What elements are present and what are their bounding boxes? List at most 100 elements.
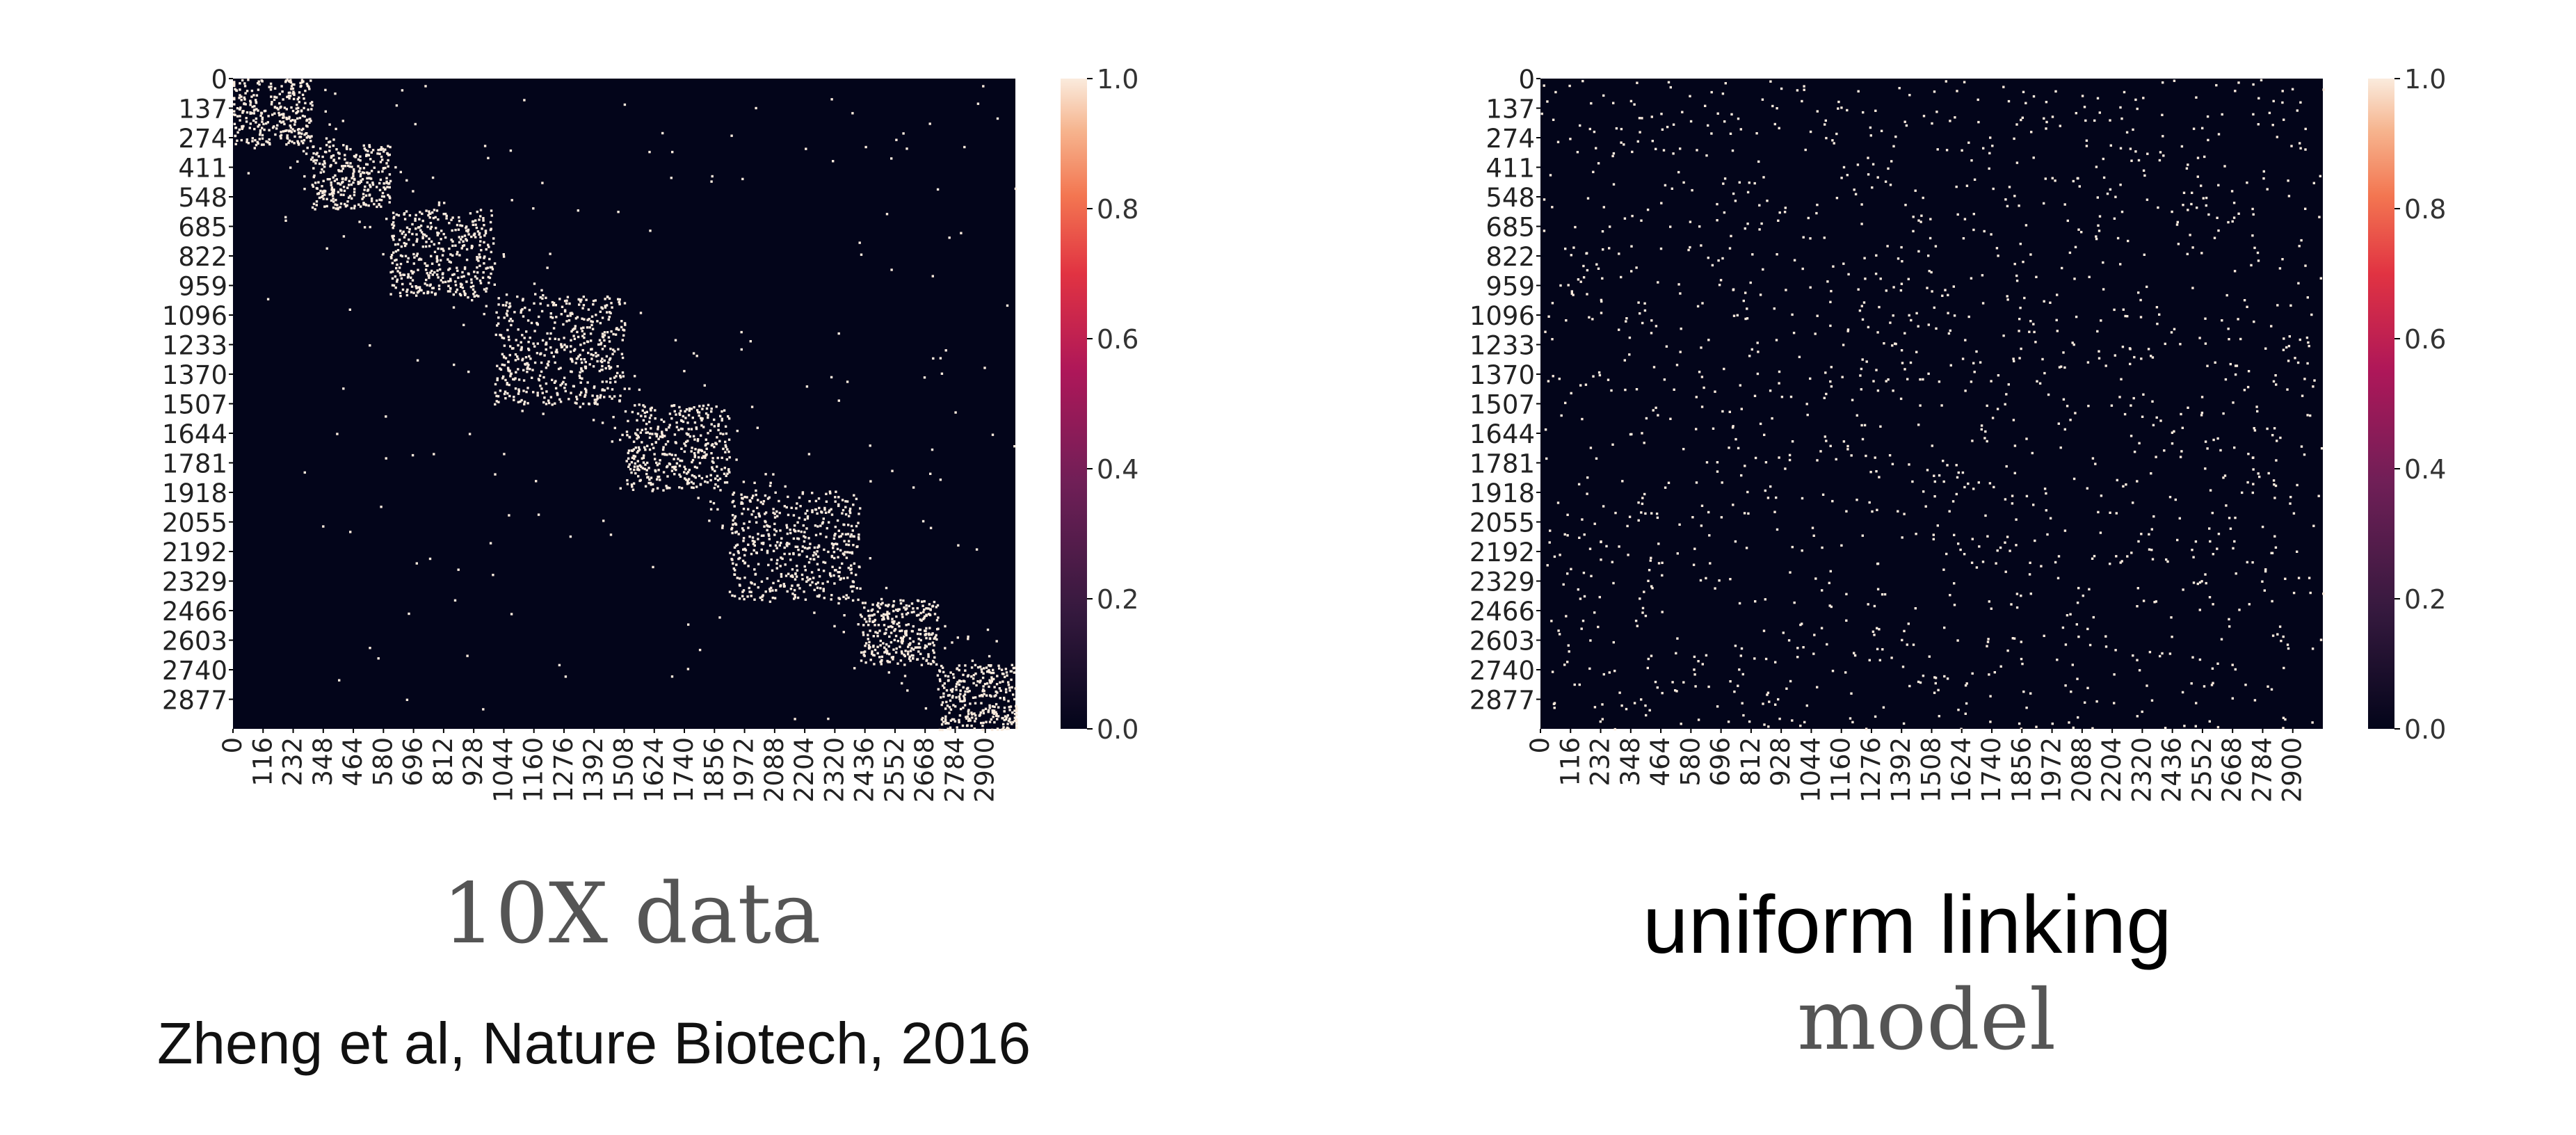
heatmap-cell: [784, 485, 787, 488]
heatmap-cell: [1707, 510, 1710, 514]
heatmap-cell: [1933, 495, 1936, 498]
heatmap-cell: [430, 262, 434, 265]
heatmap-cell: [1823, 236, 1826, 239]
heatmap-cell: [360, 172, 362, 176]
heatmap-cell: [1719, 279, 1723, 282]
heatmap-cell: [405, 210, 408, 213]
heatmap-cell: [1947, 293, 1949, 296]
heatmap-cell: [981, 709, 984, 712]
heatmap-cell: [1620, 275, 1623, 279]
heatmap-cell: [679, 419, 683, 422]
heatmap-cell: [299, 85, 302, 88]
heatmap-cell: [574, 325, 577, 328]
heatmap-cell: [1601, 230, 1604, 233]
heatmap-cell: [2257, 97, 2260, 99]
heatmap-cell: [1936, 148, 1939, 151]
heatmap-cell: [844, 551, 846, 554]
heatmap-cell: [370, 170, 373, 172]
heatmap-cell: [2088, 643, 2092, 647]
heatmap-cell: [459, 224, 462, 227]
heatmap-cell: [355, 154, 357, 156]
heatmap-cell: [472, 284, 475, 288]
heatmap-cell: [325, 247, 328, 250]
heatmap-cell: [845, 543, 848, 546]
heatmap-cell: [2137, 540, 2140, 543]
heatmap-cell: [476, 277, 478, 280]
heatmap-cell: [1695, 396, 1698, 399]
heatmap-cell: [1941, 294, 1944, 297]
heatmap-cell: [284, 129, 287, 132]
heatmap-cell: [344, 154, 346, 156]
heatmap-cell: [690, 428, 693, 430]
heatmap-cell: [894, 634, 898, 638]
heatmap-cell: [830, 513, 834, 516]
heatmap-cell: [249, 101, 252, 104]
x-tick-label: 2552: [2187, 737, 2217, 803]
heatmap-cell: [848, 507, 852, 510]
heatmap-cell: [1902, 722, 1906, 725]
heatmap-cell: [2071, 663, 2074, 666]
heatmap-cell: [254, 138, 257, 142]
heatmap-cell: [636, 451, 639, 454]
heatmap-cell: [1637, 519, 1640, 522]
heatmap-cell: [989, 664, 992, 668]
heatmap-cell: [461, 271, 464, 274]
heatmap-cell: [983, 693, 985, 695]
heatmap-cell: [380, 199, 383, 202]
heatmap-cell: [862, 651, 865, 654]
heatmap-cell: [2141, 710, 2143, 714]
heatmap-cell: [461, 235, 464, 239]
heatmap-cell: [1565, 319, 1568, 322]
heatmap-cell: [982, 721, 985, 725]
heatmap-cell: [912, 611, 915, 613]
heatmap-cell: [590, 357, 593, 360]
heatmap-cell: [1679, 147, 1682, 150]
heatmap-cell: [435, 227, 437, 230]
heatmap-cell: [502, 253, 505, 256]
heatmap-cell: [445, 214, 448, 218]
heatmap-cell: [719, 414, 722, 418]
heatmap-cell: [420, 231, 424, 234]
heatmap-cell: [497, 401, 500, 403]
heatmap-cell: [275, 127, 278, 130]
heatmap-cell: [974, 717, 977, 720]
y-tick-label: 0: [1518, 65, 1535, 95]
heatmap-cell: [332, 176, 335, 179]
y-tick-label: 2603: [1470, 627, 1535, 657]
heatmap-cell: [1842, 344, 1845, 346]
heatmap-cell: [596, 360, 599, 363]
heatmap-cell: [737, 557, 740, 561]
heatmap-cell: [583, 336, 586, 339]
heatmap-cell: [959, 689, 962, 692]
heatmap-cell: [895, 609, 898, 611]
heatmap-cell: [816, 546, 819, 549]
heatmap-cell: [314, 182, 317, 184]
heatmap-cell: [2235, 572, 2237, 575]
heatmap-cell: [714, 477, 717, 480]
heatmap-cell: [478, 232, 481, 235]
heatmap-cell: [1720, 516, 1723, 519]
heatmap-cell: [670, 675, 674, 678]
heatmap-cell: [2286, 643, 2289, 646]
heatmap-cell: [890, 268, 893, 271]
heatmap-cell: [558, 298, 561, 300]
heatmap-cell: [2308, 344, 2310, 348]
heatmap-cell: [965, 724, 969, 727]
heatmap-cell: [1850, 454, 1853, 457]
heatmap-cell: [1600, 312, 1603, 314]
heatmap-cell: [896, 662, 899, 665]
heatmap-cell: [562, 380, 565, 383]
heatmap-cell: [962, 673, 965, 677]
heatmap-cell: [1981, 302, 1985, 305]
heatmap-cell: [748, 535, 751, 538]
heatmap-cell: [1601, 277, 1604, 280]
heatmap-cell: [776, 515, 779, 517]
heatmap-cell: [2033, 330, 2036, 334]
heatmap-cell: [546, 332, 549, 335]
heatmap-cell: [2289, 502, 2292, 505]
heatmap-cell: [721, 456, 723, 459]
heatmap-cell: [421, 219, 424, 223]
heatmap-cell: [1959, 548, 1962, 552]
heatmap-cell: [1732, 504, 1734, 506]
y-tick-label: 2877: [1470, 686, 1535, 716]
